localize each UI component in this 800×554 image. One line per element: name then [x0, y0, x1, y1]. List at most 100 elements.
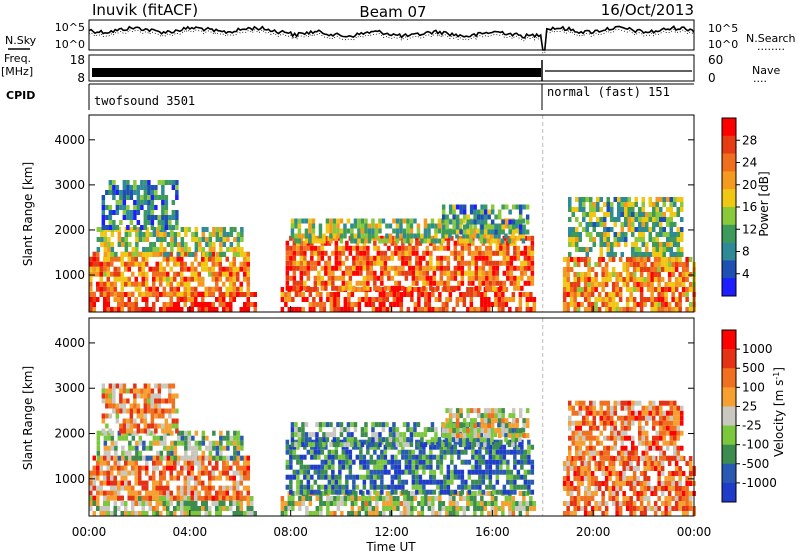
power-echo-cell-2 [100, 237, 104, 242]
velocity-echo-cell-3 [171, 423, 176, 429]
velocity-echo-cell-8 [576, 506, 581, 511]
power-y-tick-label: 3000 [54, 178, 85, 192]
velocity-echo-cell-7 [445, 423, 449, 429]
power-echo-cell-5 [467, 260, 472, 266]
power-echo-cell-4 [480, 297, 484, 302]
velocity-echo-cell-8 [625, 476, 630, 481]
velocity-echo-cell-8 [688, 481, 693, 486]
velocity-echo-cell-8 [650, 466, 654, 471]
velocity-echo-cell-3 [168, 423, 172, 429]
power-echo-cell-9 [592, 212, 596, 217]
power-echo-cell-8 [615, 277, 619, 282]
power-echo-cell-2 [166, 252, 171, 257]
power-echo-cell-4 [424, 302, 428, 307]
velocity-echo-cell-3 [115, 403, 120, 409]
power-echo-cell-1 [243, 266, 247, 272]
power-echo-cell-5 [355, 280, 360, 286]
power-echo-cell-3 [112, 185, 116, 190]
velocity-echo-cell-5 [362, 479, 367, 485]
power-echo-cell-8 [674, 302, 679, 307]
power-echo-cell-8 [632, 287, 637, 292]
velocity-echo-cell-5 [485, 459, 489, 465]
power-echo-cell-3 [171, 210, 176, 215]
velocity-echo-cell-5 [299, 469, 304, 475]
velocity-echo-cell-0 [99, 511, 103, 516]
velocity-echo-cell-8 [615, 511, 619, 516]
velocity-echo-cell-2 [184, 455, 188, 461]
velocity-echo-cell-5 [481, 454, 486, 460]
power-echo-cell-3 [136, 185, 141, 190]
velocity-echo-cell-2 [222, 455, 227, 461]
velocity-echo-cell-2 [170, 430, 174, 436]
velocity-echo-cell-6 [402, 442, 407, 448]
power-echo-cell-2 [107, 252, 111, 257]
power-echo-cell-5 [348, 270, 353, 276]
power-echo-cell-0 [204, 307, 208, 312]
velocity-echo-cell-2 [233, 440, 237, 446]
velocity-echo-cell-6 [462, 422, 466, 428]
velocity-echo-cell-2 [215, 445, 220, 451]
power-echo-cell-2 [184, 242, 188, 247]
velocity-echo-cell-8 [646, 486, 651, 491]
power-echo-cell-4 [410, 292, 414, 297]
velocity-echo-cell-3 [147, 428, 151, 434]
power-echo-cell-5 [352, 265, 356, 271]
power-echo-cell-9 [645, 222, 649, 227]
power-echo-cell-7 [490, 219, 495, 225]
power-echo-cell-4 [399, 307, 404, 312]
velocity-echo-cell-1 [246, 485, 250, 491]
power-echo-cell-5 [366, 260, 370, 266]
power-colorbar-tick-label: 8 [742, 245, 750, 259]
velocity-echo-cell-5 [453, 489, 458, 495]
power-echo-cell-8 [657, 307, 661, 312]
velocity-echo-cell-6 [434, 437, 438, 443]
power-echo-cell-5 [436, 255, 440, 261]
power-echo-cell-5 [523, 235, 528, 241]
power-echo-cell-0 [176, 307, 180, 312]
velocity-echo-cell-5 [513, 489, 517, 495]
velocity-echo-cell-1 [211, 485, 215, 491]
velocity-echo-cell-9 [575, 435, 579, 441]
power-echo-cell-5 [474, 285, 479, 291]
power-echo-cell-6 [469, 223, 473, 229]
velocity-echo-cell-8 [601, 501, 605, 506]
velocity-echo-cell-8 [664, 481, 668, 486]
velocity-echo-cell-9 [589, 420, 593, 426]
power-echo-cell-7 [511, 224, 516, 230]
velocity-echo-cell-8 [583, 466, 588, 471]
velocity-echo-cell-5 [394, 459, 398, 465]
power-echo-cell-3 [112, 180, 116, 185]
velocity-echo-cell-1 [236, 460, 240, 466]
velocity-echo-cell-5 [327, 474, 332, 480]
velocity-echo-cell-7 [455, 428, 460, 434]
power-echo-cell-5 [296, 245, 300, 251]
power-echo-cell-3 [133, 180, 137, 185]
velocity-echo-cell-4 [529, 496, 533, 501]
velocity-echo-cell-4 [487, 501, 491, 506]
velocity-echo-cell-0 [190, 511, 194, 516]
velocity-echo-cell-5 [450, 449, 454, 455]
power-echo-cell-8 [671, 262, 675, 267]
nsky-label: N.Sky [5, 34, 37, 47]
power-echo-cell-5 [292, 280, 297, 286]
power-echo-cell-4 [469, 302, 474, 307]
velocity-echo-cell-1 [183, 490, 187, 496]
power-echo-cell-9 [606, 252, 610, 257]
power-echo-cell-5 [338, 265, 342, 271]
power-colorbar-segment [722, 242, 736, 261]
power-echo-cell-6 [416, 233, 421, 239]
power-echo-cell-3 [136, 205, 141, 210]
power-echo-cell-9 [578, 207, 582, 212]
velocity-echo-cell-1 [211, 495, 215, 501]
velocity-echo-cell-3 [171, 393, 176, 399]
velocity-echo-cell-8 [597, 481, 602, 486]
power-echo-cell-6 [507, 238, 512, 244]
freq-right-tick-top: 60 [708, 53, 723, 67]
power-echo-cell-9 [610, 247, 614, 252]
power-echo-cell-8 [587, 257, 591, 262]
velocity-echo-cell-7 [504, 423, 509, 429]
velocity-echo-cell-5 [376, 444, 381, 450]
power-echo-cell-9 [676, 237, 680, 242]
power-echo-cell-8 [618, 297, 623, 302]
velocity-echo-cell-5 [439, 449, 444, 455]
